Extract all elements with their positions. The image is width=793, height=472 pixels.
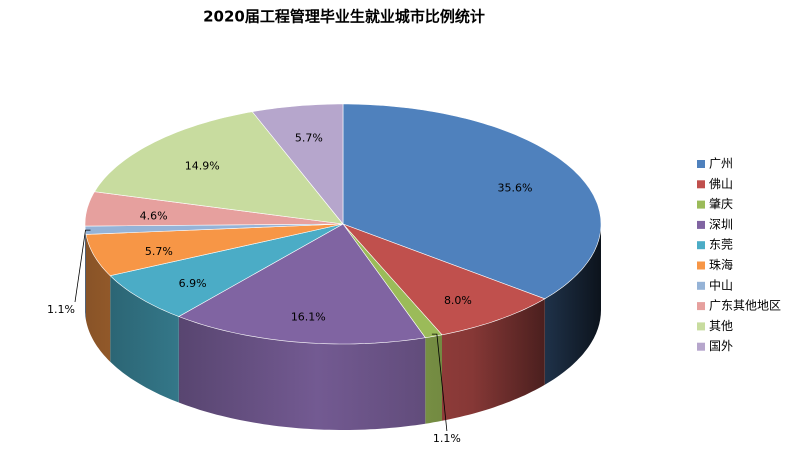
legend-label: 东莞 xyxy=(709,238,733,252)
chart-title: 2020届工程管理毕业生就业城市比例统计 xyxy=(203,8,485,26)
legend-label: 佛山 xyxy=(709,177,733,191)
data-label: 4.6% xyxy=(140,209,168,222)
pie-slice xyxy=(84,191,344,227)
data-label: 8.0% xyxy=(444,294,472,307)
legend-label: 国外 xyxy=(709,339,733,353)
legend-swatch xyxy=(697,220,705,229)
legend-swatch xyxy=(697,180,705,189)
leader-line xyxy=(431,333,448,432)
pie-side xyxy=(425,334,442,424)
pie-side xyxy=(110,275,179,403)
pie-slice xyxy=(342,223,546,336)
data-label: 35.6% xyxy=(498,181,533,194)
legend-label: 深圳 xyxy=(709,217,733,231)
pie-slice xyxy=(178,223,426,345)
legend-swatch xyxy=(697,342,705,351)
data-label: 14.9% xyxy=(185,159,220,172)
pie-side xyxy=(85,226,86,321)
legend-swatch xyxy=(697,322,705,331)
data-label: 16.1% xyxy=(291,311,326,324)
data-label: 6.9% xyxy=(179,277,207,290)
leader-line xyxy=(74,229,91,303)
data-label: 5.7% xyxy=(295,131,323,144)
data-label: 1.1% xyxy=(47,303,75,316)
legend-label: 广东其他地区 xyxy=(709,299,781,313)
pie-slice xyxy=(342,103,602,300)
pie-slice xyxy=(93,111,344,225)
pie-slice xyxy=(251,103,344,225)
pie-side xyxy=(86,234,111,362)
data-label: 1.1% xyxy=(433,432,461,445)
legend-label: 肇庆 xyxy=(709,196,733,211)
legend-swatch xyxy=(697,261,705,270)
legend-label: 广州 xyxy=(709,157,733,171)
data-label: 5.7% xyxy=(145,245,173,258)
legend-swatch xyxy=(697,281,705,290)
legend-swatch xyxy=(697,160,705,168)
legend-swatch xyxy=(697,302,705,311)
legend-label: 中山 xyxy=(709,277,733,292)
pie-side xyxy=(178,316,426,430)
legend-swatch xyxy=(697,241,705,250)
pie-slice xyxy=(109,223,344,317)
pie-slice xyxy=(85,223,344,277)
pie-side xyxy=(544,224,601,385)
legend-swatch xyxy=(697,200,705,209)
legend-label: 其他 xyxy=(709,319,733,333)
legend-label: 珠海 xyxy=(709,257,733,272)
